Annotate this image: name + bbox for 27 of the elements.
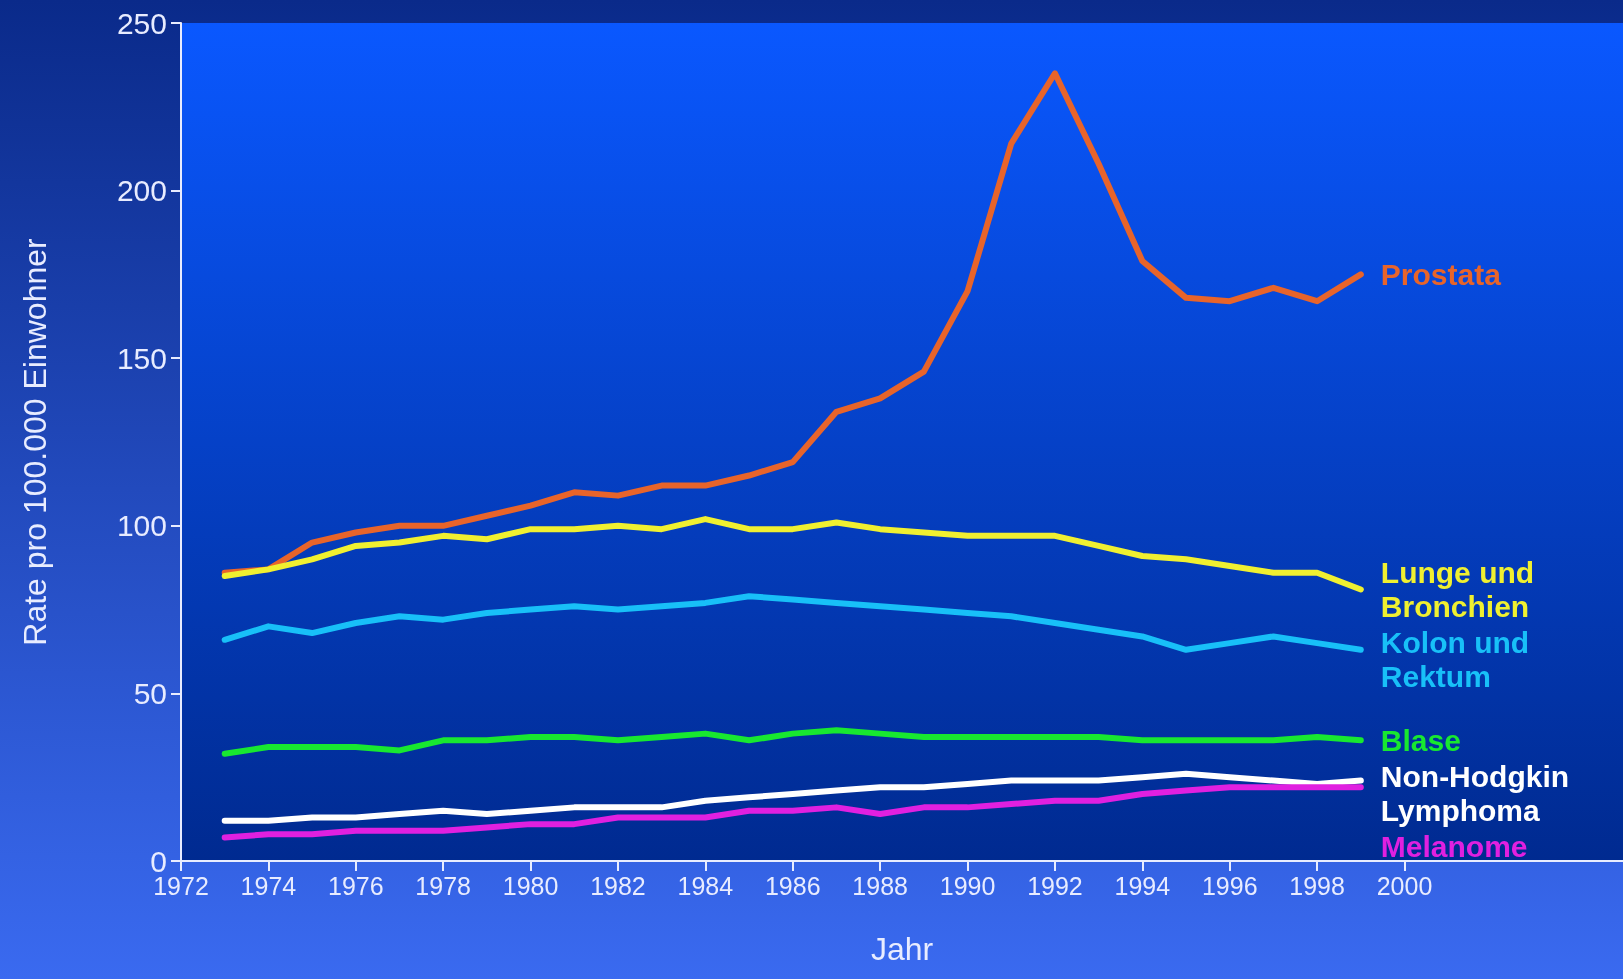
x-tick-label: 1998 xyxy=(1289,871,1345,900)
x-tick-label: 1994 xyxy=(1114,871,1171,900)
x-axis-title: Jahr xyxy=(870,931,934,967)
y-tick-label: 200 xyxy=(116,174,167,208)
x-tick-label: 1978 xyxy=(415,871,471,900)
series-label: Melanome xyxy=(1380,829,1528,863)
x-tick-label: 1982 xyxy=(590,871,646,900)
y-axis-title: Rate pro 100.000 Einwohner xyxy=(17,237,53,646)
y-tick-label: 150 xyxy=(116,341,167,375)
x-tick-label: 1988 xyxy=(852,871,908,900)
y-tick-label: 50 xyxy=(133,676,167,710)
series-label: Prostata xyxy=(1380,257,1502,291)
x-tick-label: 1986 xyxy=(764,871,821,900)
x-tick-label: 1992 xyxy=(1027,871,1083,900)
x-tick-label: 1980 xyxy=(502,871,559,900)
x-tick-label: 1976 xyxy=(327,871,384,900)
series-label: Blase xyxy=(1380,723,1461,757)
series-label: Lunge und Bronchien xyxy=(1380,555,1535,623)
x-tick-label: 1974 xyxy=(240,871,297,900)
x-tick-label: 2000 xyxy=(1376,871,1433,900)
y-tick-label: 100 xyxy=(116,509,167,543)
series-label: Non-Hodgkin Lymphoma xyxy=(1380,759,1570,827)
x-tick-label: 1990 xyxy=(939,871,996,900)
x-tick-label: 1984 xyxy=(677,871,734,900)
series-label: Kolon und Rektum xyxy=(1380,625,1530,693)
y-tick-label: 250 xyxy=(116,6,167,40)
x-tick-label: 1996 xyxy=(1201,871,1258,900)
